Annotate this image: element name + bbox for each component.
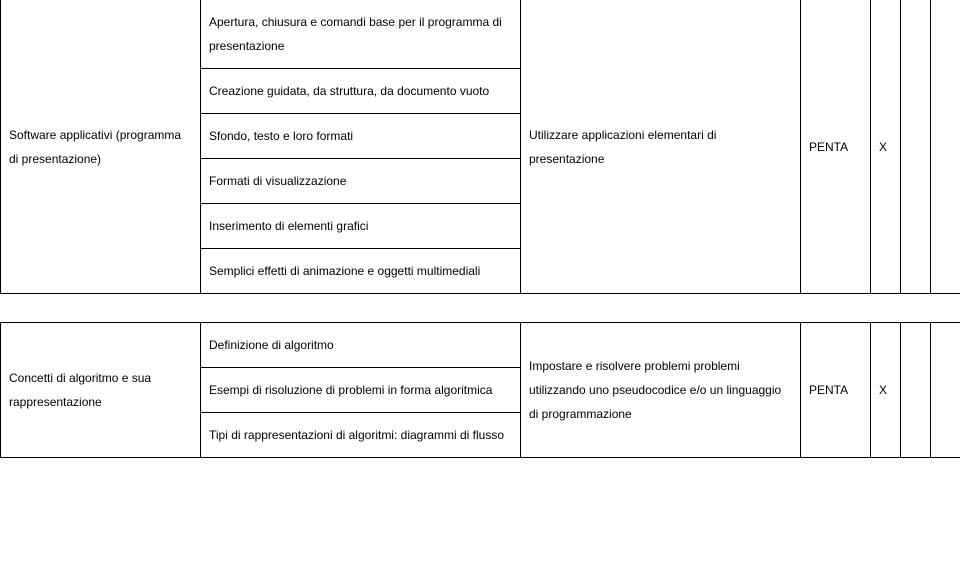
cell-col1: Software applicativi (programma di prese…	[1, 0, 201, 294]
cell-col3: Impostare e risolvere problemi problemi …	[521, 323, 801, 458]
cell-col6	[901, 0, 931, 294]
cell-col2-r5: Semplici effetti di animazione e oggetti…	[201, 249, 521, 294]
table-gap	[0, 294, 960, 322]
cell-col5: X	[871, 323, 901, 458]
cell-col4: PENTA	[801, 323, 871, 458]
table-row: Concetti di algoritmo e sua rappresentaz…	[1, 323, 960, 368]
cell-col2-r2: Sfondo, testo e loro formati	[201, 114, 521, 159]
table-presentazione: Software applicativi (programma di prese…	[0, 0, 960, 294]
cell-col7	[931, 323, 960, 458]
cell-col1: Concetti di algoritmo e sua rappresentaz…	[1, 323, 201, 458]
cell-col2-r4: Inserimento di elementi grafici	[201, 204, 521, 249]
cell-col4: PENTA	[801, 0, 871, 294]
cell-col2-r1: Creazione guidata, da struttura, da docu…	[201, 69, 521, 114]
cell-col2-r3: Formati di visualizzazione	[201, 159, 521, 204]
cell-col2-r1: Esempi di risoluzione di problemi in for…	[201, 368, 521, 413]
cell-col3: Utilizzare applicazioni elementari di pr…	[521, 0, 801, 294]
table-row: Software applicativi (programma di prese…	[1, 0, 960, 69]
cell-col7	[931, 0, 960, 294]
table-algoritmo: Concetti di algoritmo e sua rappresentaz…	[0, 322, 960, 458]
cell-col2-r0: Apertura, chiusura e comandi base per il…	[201, 0, 521, 69]
cell-col2-r0: Definizione di algoritmo	[201, 323, 521, 368]
cell-col6	[901, 323, 931, 458]
cell-col5: X	[871, 0, 901, 294]
cell-col2-r2: Tipi di rappresentazioni di algoritmi: d…	[201, 413, 521, 458]
